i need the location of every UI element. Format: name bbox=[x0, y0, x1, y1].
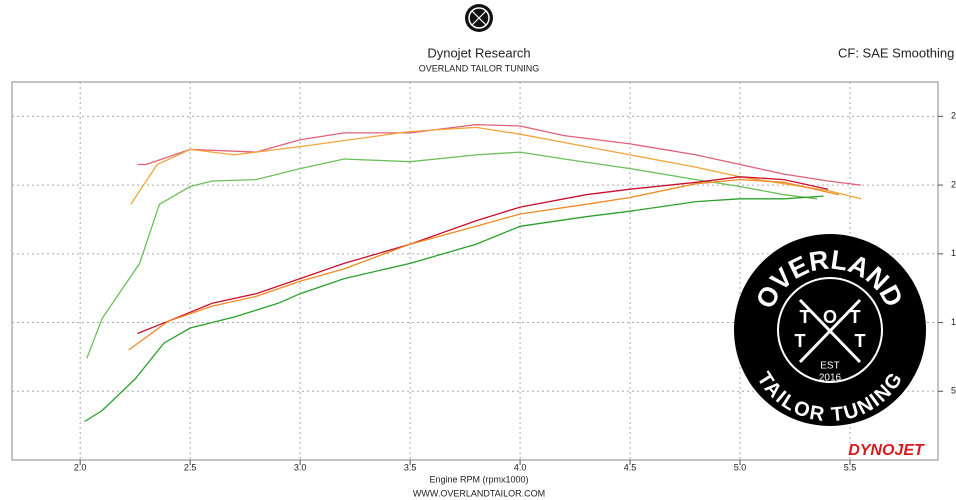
y-tick-label: 15 bbox=[951, 248, 956, 258]
logo-letter: T bbox=[800, 307, 811, 327]
lines bbox=[84, 123, 862, 423]
y-tick-label: 25 bbox=[951, 111, 956, 121]
y-tick-label: 5 bbox=[951, 386, 956, 396]
y-tick-label: 20 bbox=[951, 179, 956, 189]
logo-letter: T bbox=[850, 307, 861, 327]
logo-letter: O bbox=[823, 307, 837, 327]
footer: WWW.OVERLANDTAILOR.COM bbox=[413, 488, 545, 498]
dyno-curve bbox=[137, 176, 829, 335]
x-tick-label: 4.5 bbox=[624, 462, 637, 472]
chart-subtitle: OVERLAND TAILOR TUNING bbox=[419, 63, 540, 73]
logo-est: EST bbox=[820, 361, 839, 372]
top-emblem bbox=[465, 4, 493, 32]
logo-year: 2016 bbox=[819, 373, 842, 384]
dyno-curve bbox=[128, 178, 840, 351]
y-tick-label: 10 bbox=[951, 317, 956, 327]
dyno-curve bbox=[84, 195, 824, 423]
chart-title: Dynojet Research bbox=[427, 45, 530, 60]
axes: 2.0 2.5 3.0 3.5 4.0 4.5 5.0 5.5 5 10 15 20 25 bbox=[74, 111, 956, 473]
x-tick-label: 3.5 bbox=[404, 462, 417, 472]
x-tick-label: 5.5 bbox=[844, 462, 857, 472]
brand: DYNOJET bbox=[848, 442, 925, 459]
x-tick-label: 2.0 bbox=[74, 462, 87, 472]
x-tick-label: 4.0 bbox=[514, 462, 527, 472]
logo-letter: T bbox=[855, 331, 866, 351]
dyno-curve bbox=[137, 123, 862, 186]
x-axis-label: Engine RPM (rpmx1000) bbox=[429, 474, 528, 484]
x-tick-label: 5.0 bbox=[734, 462, 747, 472]
overland-logo: OVERLAND TAILOR TUNING T O T T T EST 201… bbox=[734, 234, 926, 426]
x-tick-label: 2.5 bbox=[184, 462, 197, 472]
logo-letter: T bbox=[795, 331, 806, 351]
x-tick-label: 3.0 bbox=[294, 462, 307, 472]
correction-factor: CF: SAE Smoothing bbox=[838, 45, 954, 60]
